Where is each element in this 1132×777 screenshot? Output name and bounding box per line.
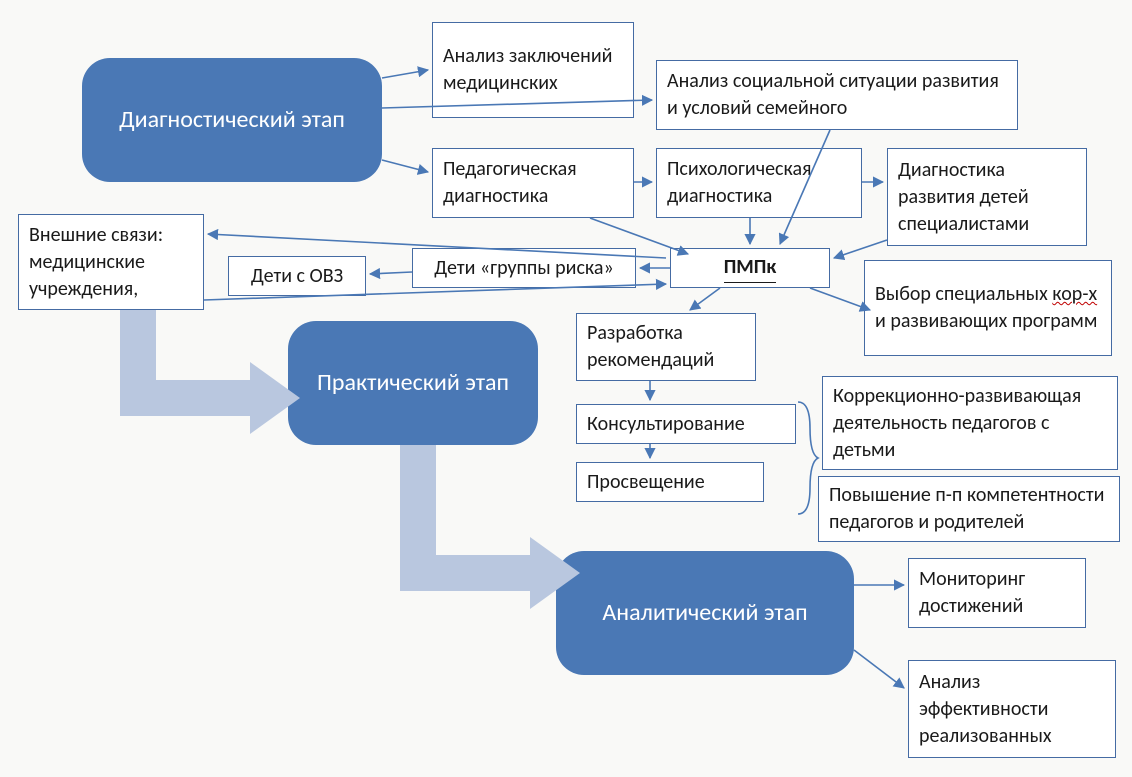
box-corr: Коррекционно-развивающая деятельность пе… [822,376,1118,470]
box-label: Внешние связи: медицинские учреждения, [29,222,193,303]
box-label: ПМПк [724,254,777,283]
brace-icon [794,398,820,518]
diagram-canvas: Диагностический этап Практический этап А… [0,0,1132,777]
box-label: Мониторинг достижений [919,566,1075,620]
box-social: Анализ социальной ситуации развития и ус… [656,60,1018,130]
box-label: Анализ эффективности реализованных [919,669,1105,750]
box-external: Внешние связи: медицинские учреждения, [18,214,204,310]
box-programs: Выбор специальных кор-х и развивающих пр… [864,260,1112,356]
box-analysis-med: Анализ заключений медицинских [432,22,634,118]
box-label: Диагностика развития детей специалистами [898,157,1076,238]
box-label: Дети с ОВЗ [251,263,343,290]
box-recom: Разработка рекомендаций [576,313,756,381]
box-label: Психологическая диагностика [667,156,851,210]
box-ped-diag: Педагогическая диагностика [432,148,634,218]
stage-label: Аналитический этап [602,599,807,628]
box-consult: Консультирование [576,404,796,444]
box-label: Педагогическая диагностика [443,156,623,210]
stage-label: Диагностический этап [119,106,345,135]
text: и развивающих программ [875,309,1097,333]
text-redwave: кор-х [1052,282,1097,306]
box-label: Дети «группы риска» [434,255,614,282]
box-ovz: Дети с ОВЗ [228,256,366,296]
box-label: Анализ заключений медицинских [443,43,623,97]
box-edu: Просвещение [576,462,764,502]
box-eff: Анализ эффективности реализованных [908,660,1116,758]
box-label: Повышение п-п компетентности педагогов и… [829,482,1109,536]
text: Выбор специальных [875,282,1052,306]
box-label: Выбор специальных кор-х и развивающих пр… [875,281,1101,335]
box-label: Просвещение [587,469,705,496]
box-pmpk: ПМПк [670,248,830,288]
stage-analytical: Аналитический этап [556,551,854,675]
box-psy-diag: Психологическая диагностика [656,148,862,218]
box-label: Разработка рекомендаций [587,320,745,374]
box-label: Коррекционно-развивающая деятельность пе… [833,383,1107,464]
box-label: Консультирование [587,411,745,438]
elbow-arrow-1 [100,310,300,450]
box-monitor: Мониторинг достижений [908,558,1086,628]
stage-diagnostic: Диагностический этап [82,58,382,182]
stage-label: Практический этап [317,369,509,398]
box-risk: Дети «группы риска» [412,248,636,288]
elbow-arrow-2 [380,445,580,625]
box-comp: Повышение п-п компетентности педагогов и… [818,476,1120,542]
stage-practical: Практический этап [288,321,538,445]
box-label: Анализ социальной ситуации развития и ус… [667,68,1007,122]
box-dev-diag: Диагностика развития детей специалистами [887,148,1087,246]
